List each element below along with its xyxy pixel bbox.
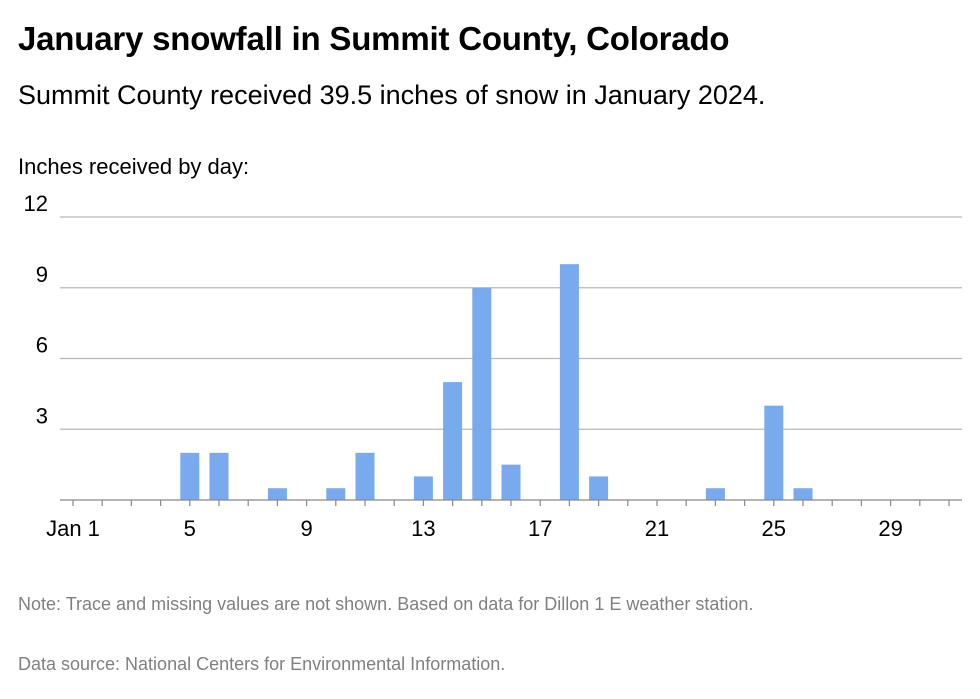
bar-day-5 bbox=[180, 452, 200, 500]
y-axis-tick-labels: 3 6 9 12 bbox=[24, 191, 48, 428]
bar-day-23 bbox=[705, 488, 725, 500]
chart-subtitle: Summit County received 39.5 inches of sn… bbox=[18, 80, 766, 110]
x-axis-tick-labels: Jan 1 5 9 13 17 21 25 29 bbox=[46, 516, 903, 541]
gridlines bbox=[60, 216, 962, 430]
footnote: Note: Trace and missing values are not s… bbox=[18, 594, 754, 614]
bars bbox=[180, 264, 813, 500]
x-tick-label-9: 9 bbox=[300, 516, 312, 541]
bar-day-11 bbox=[355, 452, 375, 500]
y-tick-label-6: 6 bbox=[36, 333, 48, 358]
snowfall-bar-chart: 3 6 9 12 Jan 1 5 9 13 17 21 25 29 bbox=[24, 191, 962, 541]
x-tick-label-29: 29 bbox=[878, 516, 902, 541]
bar-day-16 bbox=[501, 464, 521, 500]
bar-day-18 bbox=[559, 264, 579, 500]
bar-day-13 bbox=[413, 476, 433, 500]
bar-day-25 bbox=[764, 405, 784, 500]
x-axis bbox=[60, 499, 962, 506]
y-tick-label-3: 3 bbox=[36, 403, 48, 428]
bar-day-10 bbox=[326, 488, 346, 500]
chart-title: January snowfall in Summit County, Color… bbox=[18, 20, 730, 57]
x-tick-label-5: 5 bbox=[184, 516, 196, 541]
y-axis-caption: Inches received by day: bbox=[18, 154, 250, 179]
x-tick-label-1: Jan 1 bbox=[46, 516, 100, 541]
x-tick-label-25: 25 bbox=[762, 516, 786, 541]
x-tick-label-13: 13 bbox=[411, 516, 435, 541]
data-source: Data source: National Centers for Enviro… bbox=[18, 654, 506, 674]
bar-day-15 bbox=[472, 287, 492, 500]
bar-day-19 bbox=[589, 476, 609, 500]
x-tick-label-17: 17 bbox=[528, 516, 552, 541]
y-tick-label-9: 9 bbox=[36, 262, 48, 287]
y-tick-label-12: 12 bbox=[24, 191, 48, 216]
bar-day-6 bbox=[209, 452, 229, 500]
bar-day-8 bbox=[267, 488, 287, 500]
bar-day-26 bbox=[793, 488, 813, 500]
bar-day-14 bbox=[443, 382, 463, 500]
x-tick-label-21: 21 bbox=[645, 516, 669, 541]
